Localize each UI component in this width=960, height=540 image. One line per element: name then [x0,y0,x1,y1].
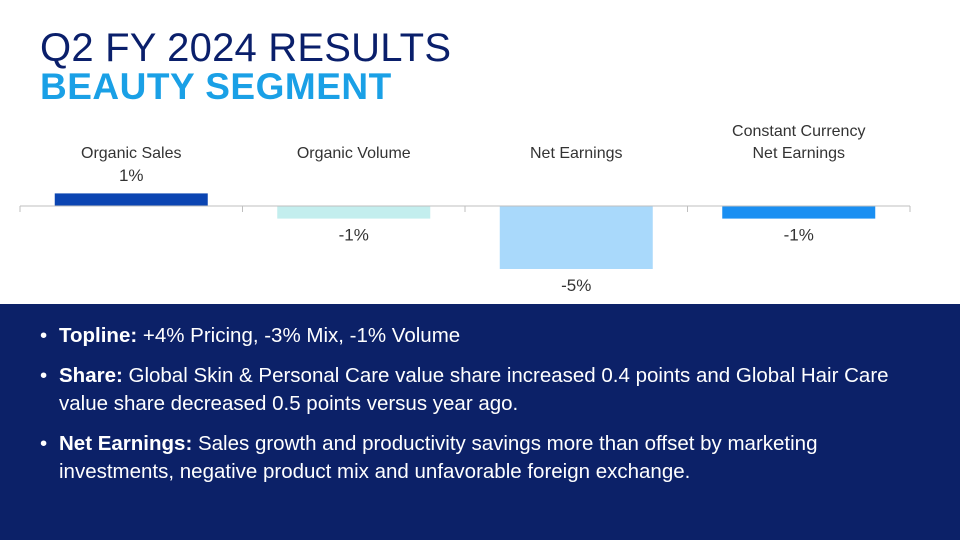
segment-bar-chart: Organic Sales 1% Organic Volume -1% Net Earn… [19,123,911,295]
commentary-panel: Topline: +4% Pricing, -3% Mix, -1% Volum… [0,304,960,540]
bullet-net-earnings: Net Earnings: Sales growth and productiv… [40,430,920,486]
bullet-share-text: Global Skin & Personal Care value share … [59,364,889,415]
category-label: Organic Volume [297,145,411,162]
bullet-share-label: Share: [59,364,123,387]
commentary-list: Topline: +4% Pricing, -3% Mix, -1% Volum… [0,304,960,486]
slide-subtitle: BEAUTY SEGMENT [40,66,392,107]
data-label: -5% [561,276,591,295]
chart-bar [277,206,431,219]
slide-title: Q2 FY 2024 RESULTS [40,26,452,70]
chart-bar [54,193,208,206]
bullet-topline-text: +4% Pricing, -3% Mix, -1% Volume [137,324,461,347]
bullet-topline-label: Topline: [59,324,138,347]
bullet-topline: Topline: +4% Pricing, -3% Mix, -1% Volum… [40,322,920,350]
bullet-share: Share: Global Skin & Personal Care value… [40,362,920,418]
data-label: -1% [339,226,369,245]
category-label: Net Earnings [753,145,846,162]
chart-bar [499,206,653,269]
data-label: 1% [119,166,144,185]
bullet-net-earnings-text: Sales growth and productivity savings mo… [59,432,818,483]
chart-bar [722,206,876,219]
category-label: Net Earnings [530,145,623,162]
bullet-net-earnings-label: Net Earnings: [59,432,193,455]
category-label: Constant Currency [732,123,865,140]
category-label: Organic Sales [81,145,182,162]
data-label: -1% [784,226,814,245]
